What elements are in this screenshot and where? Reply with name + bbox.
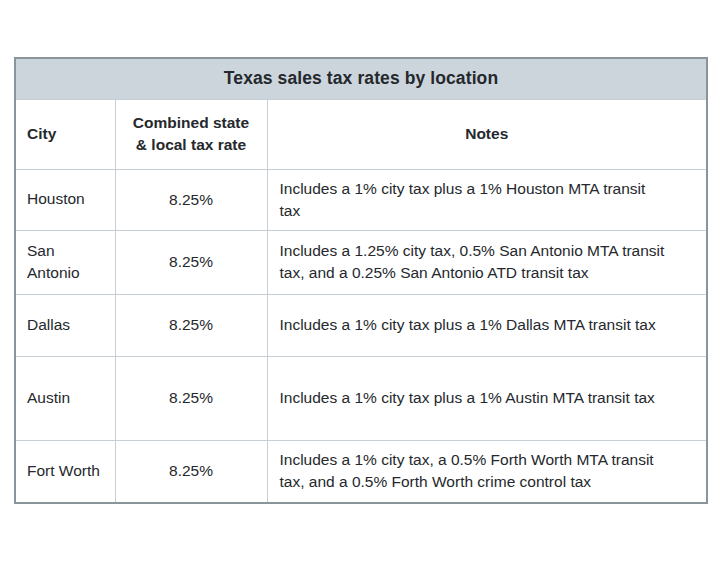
notes-text: Includes a 1% city tax, a 0.5% Forth Wor… — [280, 449, 670, 493]
notes-text: Includes a 1.25% city tax, 0.5% San Anto… — [280, 240, 670, 284]
notes-cell: Includes a 1.25% city tax, 0.5% San Anto… — [267, 230, 707, 294]
table-title-row: Texas sales tax rates by location — [15, 58, 707, 99]
tax-rates-table: Texas sales tax rates by location City C… — [14, 57, 708, 504]
table-row-austin: Austin 8.25% Includes a 1% city tax plus… — [15, 356, 707, 440]
table-row-dallas: Dallas 8.25% Includes a 1% city tax plus… — [15, 294, 707, 356]
notes-cell: Includes a 1% city tax plus a 1% Houston… — [267, 169, 707, 230]
notes-text: Includes a 1% city tax plus a 1% Dallas … — [280, 314, 670, 336]
rate-cell: 8.25% — [115, 440, 267, 503]
column-header-city: City — [15, 99, 115, 169]
table-row-fort-worth: Fort Worth 8.25% Includes a 1% city tax,… — [15, 440, 707, 503]
rate-cell: 8.25% — [115, 169, 267, 230]
notes-text: Includes a 1% city tax plus a 1% Austin … — [280, 387, 670, 409]
notes-cell: Includes a 1% city tax, a 0.5% Forth Wor… — [267, 440, 707, 503]
city-cell: Dallas — [15, 294, 115, 356]
city-cell: Austin — [15, 356, 115, 440]
rate-cell: 8.25% — [115, 230, 267, 294]
notes-cell: Includes a 1% city tax plus a 1% Austin … — [267, 356, 707, 440]
column-header-notes: Notes — [267, 99, 707, 169]
rate-cell: 8.25% — [115, 294, 267, 356]
table-title: Texas sales tax rates by location — [15, 58, 707, 99]
rate-cell: 8.25% — [115, 356, 267, 440]
notes-text: Includes a 1% city tax plus a 1% Houston… — [280, 178, 670, 222]
table-row-san-antonio: San Antonio 8.25% Includes a 1.25% city … — [15, 230, 707, 294]
city-cell: Fort Worth — [15, 440, 115, 503]
table-header-row: City Combined state & local tax rate Not… — [15, 99, 707, 169]
table-row-houston: Houston 8.25% Includes a 1% city tax plu… — [15, 169, 707, 230]
city-cell: San Antonio — [15, 230, 115, 294]
city-cell: Houston — [15, 169, 115, 230]
column-header-rate: Combined state & local tax rate — [115, 99, 267, 169]
notes-cell: Includes a 1% city tax plus a 1% Dallas … — [267, 294, 707, 356]
